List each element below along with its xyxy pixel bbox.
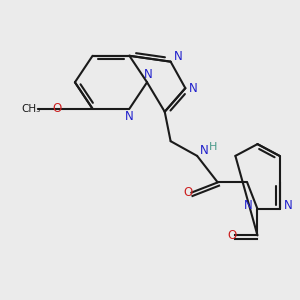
Text: O: O — [183, 186, 192, 199]
Text: O: O — [227, 229, 236, 242]
Text: N: N — [189, 82, 198, 95]
Text: N: N — [174, 50, 182, 63]
Text: N: N — [244, 199, 253, 212]
Text: H: H — [209, 142, 218, 152]
Text: O: O — [52, 102, 62, 115]
Text: N: N — [125, 110, 134, 123]
Text: CH₃: CH₃ — [21, 104, 40, 114]
Text: N: N — [200, 144, 209, 157]
Text: N: N — [144, 68, 153, 81]
Text: N: N — [284, 199, 292, 212]
